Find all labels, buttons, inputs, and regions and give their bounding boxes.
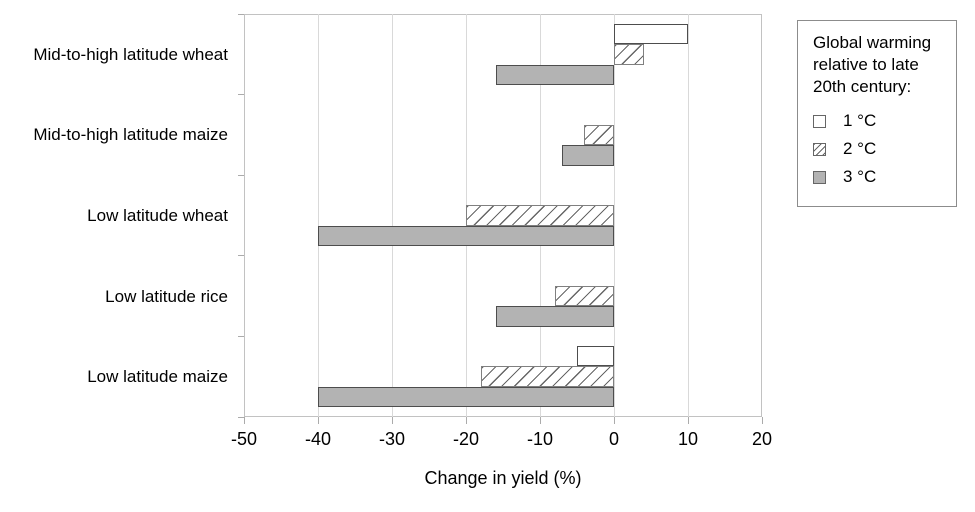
bar xyxy=(614,23,688,45)
x-axis-tick xyxy=(243,417,245,424)
category-label: Low latitude maize xyxy=(87,367,228,387)
category-label: Mid-to-high latitude wheat xyxy=(33,44,228,64)
x-tick-label: -50 xyxy=(230,429,257,449)
x-axis-tick xyxy=(613,417,615,424)
x-axis-tick xyxy=(687,417,689,424)
bar xyxy=(318,386,614,408)
y-axis-tick xyxy=(238,174,244,176)
legend-item: 3 °C xyxy=(813,163,948,191)
x-tick-label: -30 xyxy=(378,429,405,449)
bar xyxy=(577,345,614,367)
category-label: Low latitude wheat xyxy=(87,206,228,225)
legend-box: Global warming relative to late 20th cen… xyxy=(797,20,957,207)
x-axis-tick xyxy=(317,417,319,424)
x-tick-label: 0 xyxy=(608,429,619,449)
y-axis-tick xyxy=(238,13,244,15)
x-axis-title: Change in yield (%) xyxy=(424,468,582,488)
bar xyxy=(614,44,644,65)
bar xyxy=(562,145,614,166)
legend-item-label: 2 °C xyxy=(843,139,877,158)
legend-swatch-white xyxy=(813,114,826,128)
bar xyxy=(495,64,614,86)
x-tick-label: -40 xyxy=(304,429,331,449)
x-axis-tick xyxy=(465,417,467,424)
x-axis-tick xyxy=(391,417,393,424)
y-axis-tick xyxy=(238,416,244,418)
gridline xyxy=(687,14,689,417)
x-tick-label: 10 xyxy=(677,429,699,449)
legend-items: 1 °C 2 °C 3 °C xyxy=(813,107,948,191)
bar xyxy=(584,124,614,146)
bar xyxy=(318,225,614,247)
y-axis-tick xyxy=(238,94,244,96)
x-tick-label: -10 xyxy=(526,429,553,449)
bar xyxy=(480,366,614,387)
legend-item: 2 °C xyxy=(813,135,948,163)
x-tick-label: 20 xyxy=(751,429,773,449)
legend-title: Global warming relative to late 20th cen… xyxy=(813,33,932,96)
gridline xyxy=(613,14,615,417)
legend-swatch-gray xyxy=(813,170,826,184)
bar xyxy=(466,205,614,226)
bar xyxy=(495,306,614,327)
legend-item: 1 °C xyxy=(813,107,948,135)
y-axis-tick xyxy=(238,255,244,257)
legend-item-label: 1 °C xyxy=(843,111,877,130)
legend-item-label: 3 °C xyxy=(843,167,877,186)
x-axis-tick xyxy=(761,417,763,424)
category-label: Mid-to-high latitude maize xyxy=(33,125,228,145)
bar xyxy=(554,285,614,307)
legend-swatch-hatched xyxy=(813,142,826,156)
gridline xyxy=(391,14,393,417)
category-label: Low latitude rice xyxy=(105,286,228,306)
gridline xyxy=(317,14,319,417)
x-axis-tick xyxy=(539,417,541,424)
y-axis-tick xyxy=(238,335,244,337)
x-tick-label: -20 xyxy=(452,429,479,449)
